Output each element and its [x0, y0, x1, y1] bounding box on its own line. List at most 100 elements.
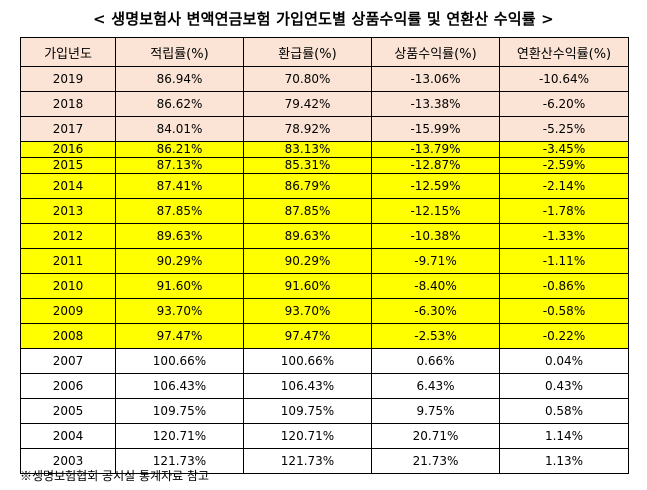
cell-year: 2003 — [20, 448, 116, 474]
cell-product-return: -12.87% — [371, 157, 500, 174]
cell-year: 2009 — [20, 298, 116, 324]
cell-accumulation-rate: 97.47% — [115, 323, 244, 349]
cell-product-return: -9.71% — [371, 248, 500, 274]
header-refund-rate: 환급률(%) — [243, 37, 372, 67]
cell-annualized-return: -10.64% — [499, 66, 629, 92]
header-accumulation-rate: 적립률(%) — [115, 37, 244, 67]
cell-annualized-return: -0.58% — [499, 298, 629, 324]
header-annualized-return: 연환산수익률(%) — [499, 37, 629, 67]
table-row: 2012 89.63% 89.63% -10.38% -1.33% — [20, 223, 629, 249]
cell-year: 2016 — [20, 141, 116, 158]
cell-annualized-return: -2.14% — [499, 173, 629, 199]
cell-year: 2019 — [20, 66, 116, 92]
table-row: 2017 84.01% 78.92% -15.99% -5.25% — [20, 116, 629, 142]
cell-year: 2014 — [20, 173, 116, 199]
cell-year: 2007 — [20, 348, 116, 374]
cell-product-return: 21.73% — [371, 448, 500, 474]
cell-annualized-return: -1.11% — [499, 248, 629, 274]
cell-accumulation-rate: 86.94% — [115, 66, 244, 92]
cell-refund-rate: 106.43% — [243, 373, 372, 399]
cell-accumulation-rate: 87.85% — [115, 198, 244, 224]
cell-product-return: -8.40% — [371, 273, 500, 299]
cell-accumulation-rate: 87.41% — [115, 173, 244, 199]
cell-accumulation-rate: 106.43% — [115, 373, 244, 399]
source-note: ※생명보험협회 공시실 통계자료 참고 — [20, 469, 210, 483]
cell-year: 2005 — [20, 398, 116, 424]
table-row: 2004 120.71% 120.71% 20.71% 1.14% — [20, 423, 629, 449]
table-row: 2003 121.73% 121.73% 21.73% 1.13% — [20, 448, 629, 474]
cell-year: 2006 — [20, 373, 116, 399]
cell-annualized-return: 0.58% — [499, 398, 629, 424]
cell-refund-rate: 89.63% — [243, 223, 372, 249]
table-row: 2005 109.75% 109.75% 9.75% 0.58% — [20, 398, 629, 424]
cell-annualized-return: 0.43% — [499, 373, 629, 399]
cell-annualized-return: -1.78% — [499, 198, 629, 224]
cell-product-return: -2.53% — [371, 323, 500, 349]
cell-annualized-return: -0.86% — [499, 273, 629, 299]
cell-refund-rate: 87.85% — [243, 198, 372, 224]
cell-annualized-return: -5.25% — [499, 116, 629, 142]
table-row: 2006 106.43% 106.43% 6.43% 0.43% — [20, 373, 629, 399]
cell-annualized-return: -0.22% — [499, 323, 629, 349]
cell-accumulation-rate: 89.63% — [115, 223, 244, 249]
table-row: 2013 87.85% 87.85% -12.15% -1.78% — [20, 198, 629, 224]
cell-refund-rate: 120.71% — [243, 423, 372, 449]
cell-annualized-return: 1.13% — [499, 448, 629, 474]
cell-refund-rate: 97.47% — [243, 323, 372, 349]
cell-product-return: -10.38% — [371, 223, 500, 249]
table-row: 2018 86.62% 79.42% -13.38% -6.20% — [20, 91, 629, 117]
cell-refund-rate: 121.73% — [243, 448, 372, 474]
cell-product-return: 0.66% — [371, 348, 500, 374]
cell-annualized-return: 1.14% — [499, 423, 629, 449]
table-row: 2009 93.70% 93.70% -6.30% -0.58% — [20, 298, 629, 324]
cell-refund-rate: 83.13% — [243, 141, 372, 158]
header-product-return: 상품수익률(%) — [371, 37, 500, 67]
cell-refund-rate: 78.92% — [243, 116, 372, 142]
header-year: 가입년도 — [20, 37, 116, 67]
cell-product-return: -13.38% — [371, 91, 500, 117]
cell-refund-rate: 93.70% — [243, 298, 372, 324]
table-row: 2011 90.29% 90.29% -9.71% -1.11% — [20, 248, 629, 274]
cell-refund-rate: 70.80% — [243, 66, 372, 92]
cell-refund-rate: 109.75% — [243, 398, 372, 424]
header-row: 가입년도 적립률(%) 환급률(%) 상품수익률(%) 연환산수익률(%) — [20, 37, 629, 67]
cell-accumulation-rate: 86.62% — [115, 91, 244, 117]
cell-refund-rate: 79.42% — [243, 91, 372, 117]
cell-accumulation-rate: 90.29% — [115, 248, 244, 274]
cell-refund-rate: 90.29% — [243, 248, 372, 274]
cell-year: 2004 — [20, 423, 116, 449]
cell-year: 2015 — [20, 157, 116, 174]
cell-annualized-return: -2.59% — [499, 157, 629, 174]
cell-accumulation-rate: 120.71% — [115, 423, 244, 449]
cell-refund-rate: 91.60% — [243, 273, 372, 299]
table-title: < 생명보험사 변액연금보험 가입연도별 상품수익률 및 연환산 수익률 > — [93, 10, 554, 28]
cell-year: 2013 — [20, 198, 116, 224]
cell-annualized-return: -6.20% — [499, 91, 629, 117]
cell-refund-rate: 85.31% — [243, 157, 372, 174]
cell-product-return: 9.75% — [371, 398, 500, 424]
cell-product-return: -13.06% — [371, 66, 500, 92]
table-row: 2016 86.21% 83.13% -13.79% -3.45% — [20, 141, 629, 158]
cell-year: 2011 — [20, 248, 116, 274]
cell-year: 2012 — [20, 223, 116, 249]
cell-annualized-return: 0.04% — [499, 348, 629, 374]
cell-accumulation-rate: 93.70% — [115, 298, 244, 324]
cell-year: 2017 — [20, 116, 116, 142]
cell-accumulation-rate: 87.13% — [115, 157, 244, 174]
cell-year: 2018 — [20, 91, 116, 117]
table-row: 2014 87.41% 86.79% -12.59% -2.14% — [20, 173, 629, 199]
cell-refund-rate: 100.66% — [243, 348, 372, 374]
table-row: 2019 86.94% 70.80% -13.06% -10.64% — [20, 66, 629, 92]
cell-product-return: -15.99% — [371, 116, 500, 142]
cell-year: 2010 — [20, 273, 116, 299]
cell-annualized-return: -3.45% — [499, 141, 629, 158]
cell-accumulation-rate: 84.01% — [115, 116, 244, 142]
cell-product-return: 20.71% — [371, 423, 500, 449]
table-row: 2010 91.60% 91.60% -8.40% -0.86% — [20, 273, 629, 299]
cell-accumulation-rate: 91.60% — [115, 273, 244, 299]
cell-product-return: -6.30% — [371, 298, 500, 324]
returns-table: 가입년도 적립률(%) 환급률(%) 상품수익률(%) 연환산수익률(%) 20… — [20, 37, 629, 474]
cell-accumulation-rate: 100.66% — [115, 348, 244, 374]
cell-annualized-return: -1.33% — [499, 223, 629, 249]
cell-refund-rate: 86.79% — [243, 173, 372, 199]
